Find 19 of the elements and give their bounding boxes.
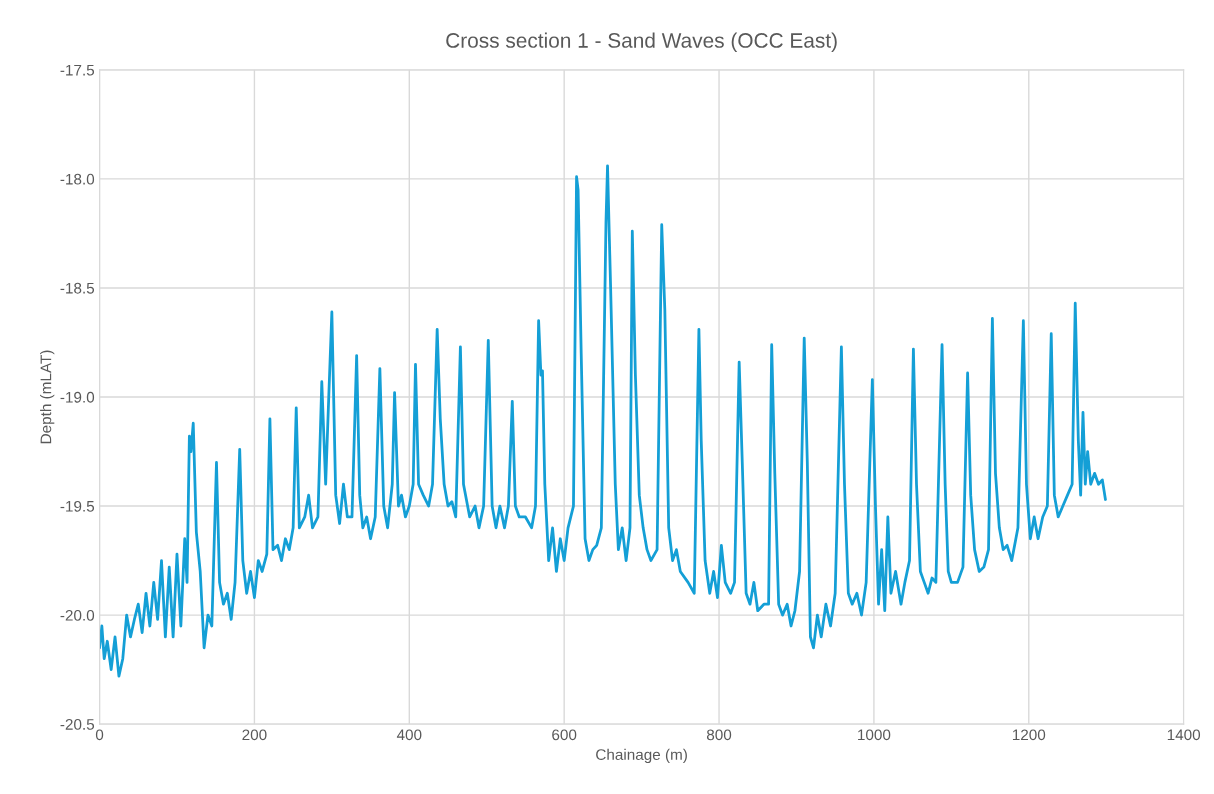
- x-tick-label: 1200: [1012, 729, 1046, 741]
- x-tick-label: 1000: [858, 729, 891, 741]
- x-tick-label: 400: [396, 729, 422, 741]
- chart-title: Cross section 1 - Sand Waves (OCC East): [446, 32, 837, 52]
- y-tick-label: -19.5: [60, 500, 95, 512]
- line-series: [99, 164, 1107, 678]
- x-tick-label: 200: [242, 729, 267, 741]
- x-tick-label: 600: [552, 729, 577, 741]
- y-tick-label: -19.0: [60, 391, 95, 403]
- x-tick-label: 0: [95, 729, 104, 741]
- y-tick-label: -17.5: [60, 64, 95, 76]
- x-tick-label: 1400: [1167, 729, 1201, 741]
- y-axis-title: Depth (mLAT): [40, 350, 55, 444]
- y-tick-label: -18.5: [60, 282, 95, 294]
- y-tick-label: -20.0: [60, 609, 95, 621]
- y-tick-label: -18.0: [60, 173, 95, 185]
- y-tick-label: -20.5: [60, 719, 95, 730]
- x-tick-label: 800: [706, 729, 732, 741]
- x-axis-title: Chainage (m): [596, 748, 687, 764]
